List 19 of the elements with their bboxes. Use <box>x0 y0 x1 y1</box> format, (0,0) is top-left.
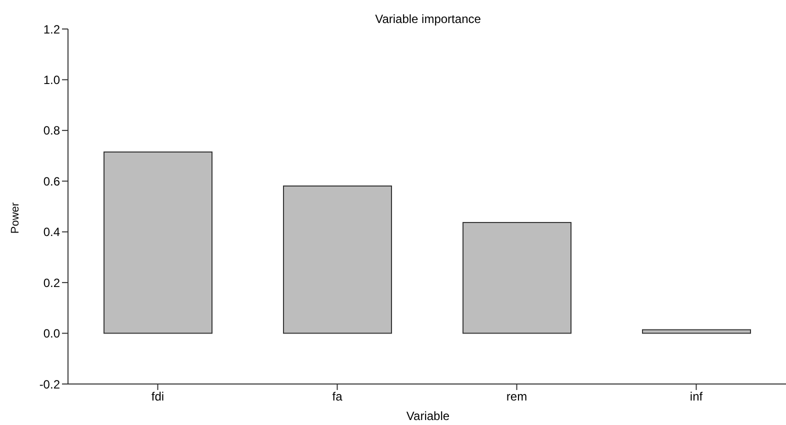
chart-title: Variable importance <box>375 12 481 26</box>
y-tick-label: 0.6 <box>43 174 60 188</box>
y-tick-label: 0.4 <box>43 225 60 240</box>
bar <box>283 185 392 334</box>
x-tick-label: fa <box>332 390 343 404</box>
bar <box>104 151 212 334</box>
y-tick-label: 0.8 <box>43 124 60 138</box>
y-tick-label: -0.2 <box>39 377 60 392</box>
y-tick-label: 1.0 <box>43 72 60 87</box>
bar <box>642 329 751 334</box>
x-tick-label: rem <box>506 390 528 404</box>
bar <box>462 222 572 334</box>
y-axis-title: Power <box>10 202 22 234</box>
x-axis-title: Variable <box>405 409 451 423</box>
x-tick-label: inf <box>690 390 704 404</box>
y-tick-label: 0.2 <box>43 276 60 290</box>
x-tick-label: fdi <box>151 390 164 404</box>
y-tick-label: 0.0 <box>43 326 60 341</box>
y-tick-label: 1.2 <box>43 22 60 36</box>
